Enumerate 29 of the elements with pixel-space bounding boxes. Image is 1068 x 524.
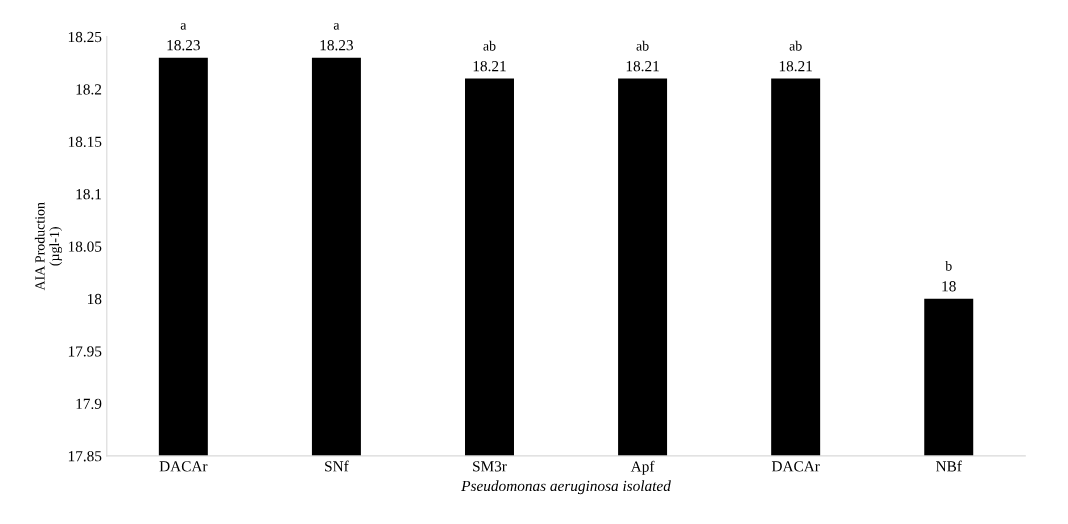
annotation: b — [945, 260, 952, 271]
annotation: ab — [636, 40, 649, 51]
data-label: 18.23 — [167, 40, 200, 51]
x-tick-label: SNf — [325, 460, 349, 472]
data-label: 18.21 — [626, 60, 659, 72]
y-tick-label: 18.15 — [68, 136, 102, 147]
x-tick-label: DACAr — [771, 461, 820, 472]
y-tick-label: 17.95 — [68, 346, 102, 357]
data-label: 18.21 — [779, 60, 812, 72]
x-tick-label: DACAr — [159, 461, 208, 472]
y-tick-label: 18.1 — [76, 189, 102, 200]
data-label: 18.21 — [473, 60, 506, 72]
y-tick-label: 18.2 — [76, 84, 102, 95]
x-axis-title: Pseudomonas aeruginosa isolated — [461, 480, 671, 495]
y-tick-label: 18.25 — [68, 31, 102, 43]
x-tick-label: Apf — [630, 460, 655, 475]
y-tick-label: 18.05 — [68, 241, 102, 252]
y-tick-label: 17.85 — [68, 451, 102, 462]
y-axis-title: AIA Production (µgl-1) — [34, 202, 63, 291]
data-label: 18 — [942, 281, 956, 292]
annotation: ab — [789, 40, 802, 51]
data-label: 18.23 — [320, 40, 354, 51]
annotation: ab — [483, 40, 496, 51]
y-tick-label: 18 — [88, 293, 102, 305]
text: a — [180, 23, 187, 30]
y-tick-label: 17.9 — [76, 398, 102, 409]
x-tick-label: SM3r — [473, 461, 507, 472]
x-tick-label: NBf — [936, 460, 962, 472]
text: a — [333, 23, 340, 30]
